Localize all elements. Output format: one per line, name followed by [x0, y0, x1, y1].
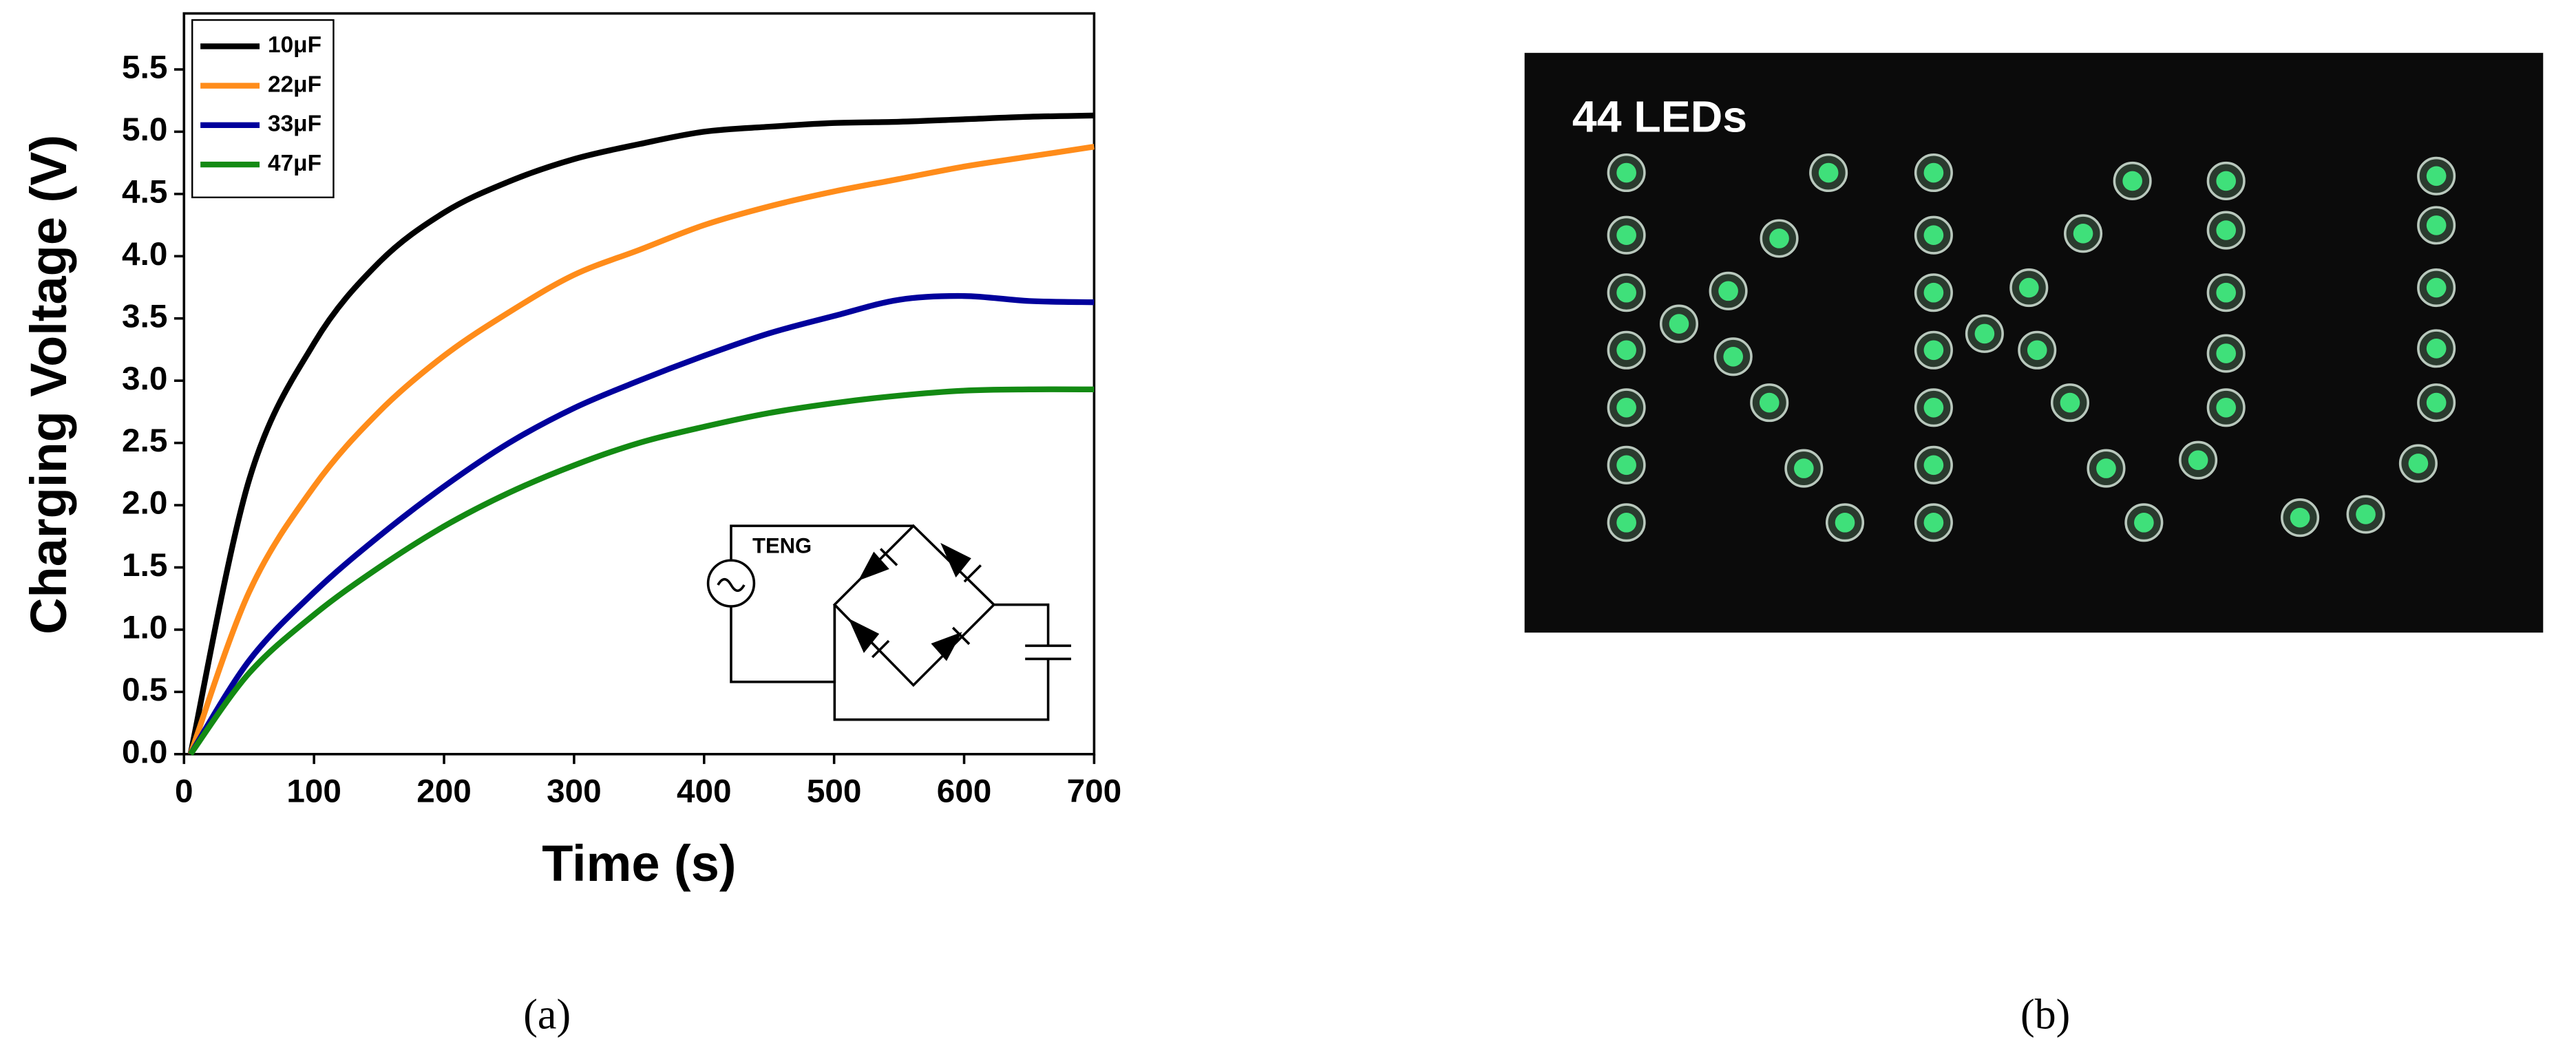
- x-tick-label: 700: [1067, 774, 1122, 810]
- led: [1616, 455, 1636, 476]
- x-tick-label: 100: [286, 774, 341, 810]
- x-tick-label: 0: [175, 774, 193, 810]
- diodes: [848, 542, 982, 661]
- x-tick-label: 600: [937, 774, 992, 810]
- led: [1769, 228, 1789, 248]
- caption: (b): [2020, 991, 2070, 1038]
- circuit-label: TENG: [752, 533, 812, 557]
- led: [2408, 454, 2429, 473]
- photo-label: 44 LEDs: [1572, 92, 1747, 142]
- led: [2426, 166, 2447, 187]
- led: [1616, 225, 1636, 246]
- legend-label: 47μF: [268, 151, 321, 176]
- x-tick-label: 400: [677, 774, 732, 810]
- y-tick-label: 4.5: [122, 173, 167, 210]
- led: [1669, 314, 1689, 334]
- legend-label: 33μF: [268, 111, 321, 137]
- led: [2290, 507, 2310, 528]
- circuit-inset: [706, 524, 1071, 721]
- led: [2426, 339, 2447, 359]
- tilde: [717, 577, 746, 593]
- led: [1616, 397, 1636, 418]
- series-line: [188, 292, 1095, 756]
- led: [2027, 340, 2047, 361]
- led: [2096, 458, 2116, 478]
- led: [2426, 215, 2447, 235]
- x-tick-label: 500: [807, 774, 862, 810]
- y-tick-label: 5.5: [122, 50, 167, 86]
- led: [1923, 162, 1944, 183]
- led: [1923, 340, 1944, 361]
- y-tick-label: 0.5: [122, 672, 167, 708]
- plot-frame: [182, 12, 1096, 756]
- legend-label: 22μF: [268, 72, 321, 97]
- y-tick-label: 3.0: [122, 361, 167, 397]
- led: [1835, 513, 1855, 533]
- led: [2356, 504, 2376, 524]
- y-tick-label: 4.0: [122, 236, 167, 273]
- led: [1616, 282, 1636, 303]
- legend-box: [191, 19, 335, 199]
- led: [1616, 162, 1636, 183]
- led: [1974, 323, 1995, 344]
- led: [1923, 455, 1944, 476]
- wire: [730, 524, 914, 561]
- led: [1718, 281, 1738, 301]
- series-line: [187, 143, 1095, 756]
- led: [2216, 171, 2236, 191]
- led: [2216, 343, 2236, 363]
- led: [1723, 346, 1744, 367]
- led: [2216, 220, 2236, 240]
- y-tick-label: 2.0: [122, 485, 167, 522]
- wire: [833, 603, 1071, 721]
- led: [2216, 282, 2236, 303]
- led: [2188, 450, 2208, 470]
- wire: [730, 604, 836, 683]
- led: [2134, 513, 2154, 533]
- led: [1923, 397, 1944, 418]
- x-tick-label: 200: [416, 774, 472, 810]
- led: [1923, 225, 1944, 246]
- led: [1616, 513, 1636, 533]
- led: [2426, 392, 2447, 413]
- led: [1923, 282, 1944, 303]
- y-tick-label: 1.0: [122, 610, 167, 646]
- led-array: [1607, 153, 2456, 542]
- led: [1923, 513, 1944, 533]
- led: [2426, 277, 2447, 298]
- led: [2122, 171, 2142, 191]
- bridge: [832, 524, 996, 688]
- y-tick-label: 0.0: [122, 734, 167, 770]
- y-tick-label: 2.5: [122, 423, 167, 459]
- legend-label: 10μF: [268, 32, 321, 58]
- y-tick-label: 3.5: [122, 298, 167, 334]
- led: [1818, 162, 1839, 183]
- series-line: [187, 112, 1095, 755]
- led: [1759, 392, 1780, 413]
- led: [2216, 397, 2236, 418]
- led: [2060, 392, 2080, 413]
- led: [2073, 224, 2093, 244]
- x-axis-title: Time (s): [542, 835, 736, 892]
- y-tick-label: 5.0: [122, 111, 167, 148]
- led: [1616, 340, 1636, 361]
- led: [2018, 277, 2039, 298]
- y-tick-label: 1.5: [122, 547, 167, 584]
- x-tick-label: 300: [547, 774, 602, 810]
- led: [1794, 458, 1814, 478]
- caption: (a): [523, 991, 571, 1038]
- series-line: [188, 386, 1095, 756]
- y-axis-title: Charging Voltage (V): [20, 135, 77, 635]
